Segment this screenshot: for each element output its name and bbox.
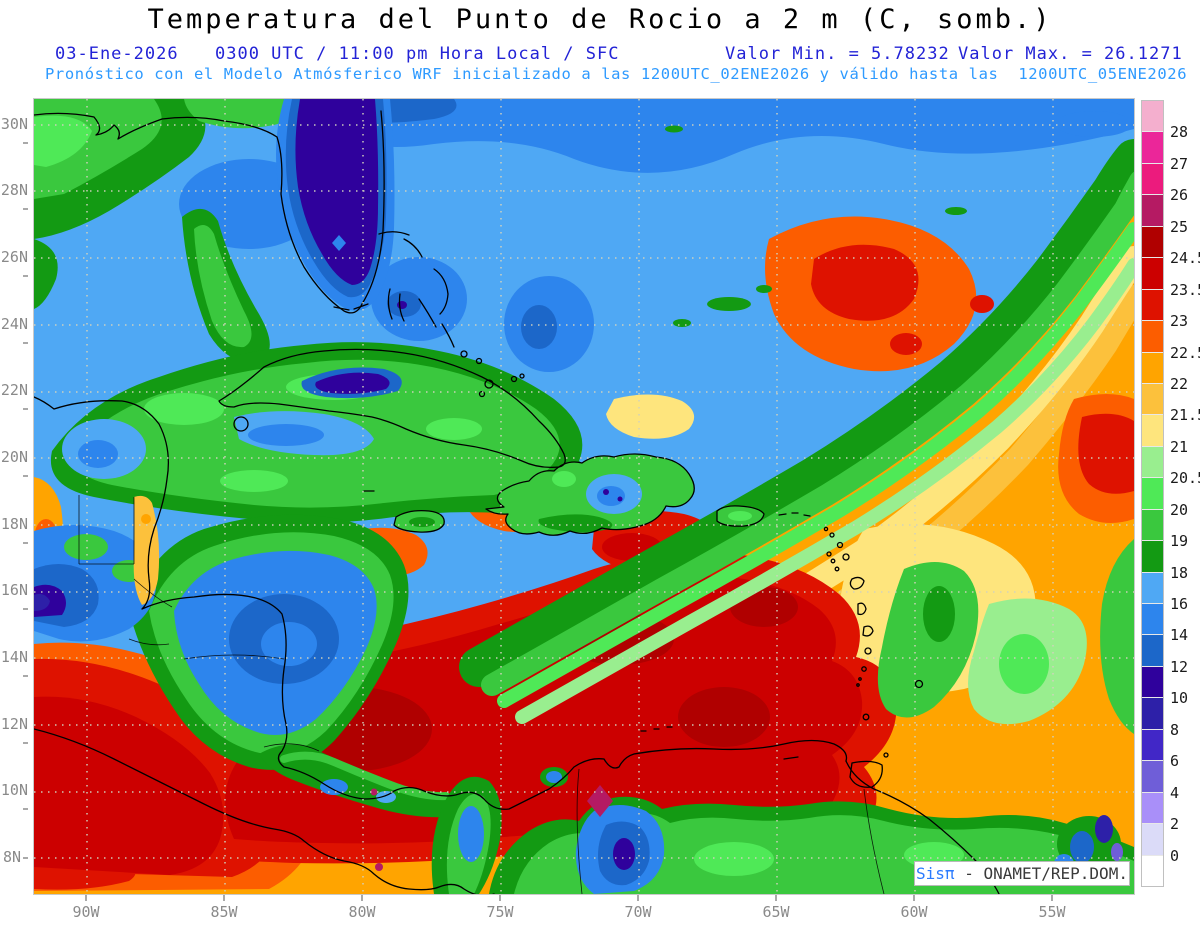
colorbar-cell: 14	[1142, 604, 1188, 644]
colorbar-tick-label: 21.5	[1170, 406, 1200, 425]
colorbar-tick-label: 4	[1170, 783, 1180, 802]
lat-label: 20N	[0, 448, 28, 484]
value-max-label: Valor Max. = 26.1271	[958, 44, 1183, 64]
colorbar-tick-label: 2	[1170, 815, 1180, 834]
lon-label: 85W	[202, 895, 246, 921]
colorbar-tick-label: 21	[1170, 437, 1189, 456]
colorbar-tick-label: 16	[1170, 595, 1189, 613]
colorbar-cell: 4	[1142, 761, 1179, 802]
colorbar-cell: 21	[1142, 415, 1188, 456]
lat-label: 18N	[0, 515, 28, 551]
map-canvas	[33, 98, 1135, 895]
colorbar-tick-label: 20	[1170, 500, 1189, 519]
lat-label: 22N	[0, 381, 28, 417]
lon-label: 60W	[892, 895, 936, 921]
colorbar-tick-label: 25	[1170, 217, 1189, 236]
lat-label: 28N	[0, 181, 28, 217]
lon-label: 55W	[1030, 895, 1074, 921]
value-min-label: Valor Min. = 5.78232	[725, 44, 950, 64]
lat-label: 14N	[0, 648, 28, 684]
colorbar-tick-label: 8	[1170, 720, 1180, 739]
forecast-run-info: 0300 UTC / 11:00 pm Hora Local / SFC	[215, 44, 620, 64]
colorbar-cell: 10	[1142, 666, 1188, 707]
colorbar-cell: 2	[1142, 792, 1179, 833]
lon-label: 65W	[754, 895, 798, 921]
colorbar-cell: 22	[1142, 352, 1188, 393]
lat-label: 8N	[0, 848, 28, 866]
colorbar-tick-label: 22	[1170, 374, 1189, 393]
attribution-org: - ONAMET/REP.DOM.	[954, 864, 1128, 883]
page-title: Temperatura del Punto de Rocio a 2 m (C,…	[147, 4, 1053, 35]
colorbar-tick-label: 0	[1170, 846, 1180, 865]
colorbar-cell: 24.5	[1142, 226, 1200, 267]
colorbar-cell: 0	[1142, 824, 1179, 865]
lat-label: 10N	[0, 781, 28, 817]
colorbar-cell: 20.5	[1142, 446, 1200, 487]
colorbar-cell: 21.5	[1142, 383, 1200, 424]
colorbar-cell: 16	[1142, 572, 1188, 613]
colorbar-tick-label: 20.5	[1170, 469, 1200, 488]
colorbar-cell: 22.5	[1142, 321, 1200, 362]
colorbar-tick-label: 23	[1170, 312, 1189, 331]
colorbar-cell: 19	[1142, 509, 1188, 550]
colorbar-tick-label: 14	[1170, 626, 1189, 645]
lat-label: 12N	[0, 715, 28, 751]
lat-label: 30N	[0, 115, 28, 151]
colorbar-tick-label: 24.5	[1170, 249, 1200, 268]
colorbar-tick-label: 12	[1170, 657, 1189, 676]
colorbar-tick-label: 6	[1170, 752, 1180, 771]
forecast-date: 03-Ene-2026	[55, 44, 179, 64]
colorbar-cell: 25	[1142, 195, 1188, 236]
colorbar-cell: 23	[1142, 289, 1188, 330]
colorbar-cell: 26	[1142, 163, 1188, 204]
colorbar-tick-label: 10	[1170, 689, 1189, 708]
lat-label: 24N	[0, 315, 28, 351]
lon-label: 80W	[340, 895, 384, 921]
colorbar-tick-label: 27	[1170, 154, 1189, 173]
colorbar-tick-label: 23.5	[1170, 280, 1200, 299]
lon-label: 70W	[616, 895, 660, 921]
forecast-model-line: Pronóstico con el Modelo Atmósferico WRF…	[45, 65, 1188, 83]
colorbar-cell	[1142, 855, 1163, 886]
colorbar-cell: 20	[1142, 478, 1188, 519]
colorbar-tick-label: 26	[1170, 186, 1189, 205]
colorbar-cell: 18	[1142, 541, 1188, 582]
colorbar-cell: 6	[1142, 729, 1179, 770]
attribution-box: Sisπ - ONAMET/REP.DOM.	[914, 861, 1130, 886]
lat-label: 26N	[0, 248, 28, 284]
colorbar-tick-label: 19	[1170, 532, 1189, 551]
colorbar-tick-label: 22.5	[1170, 343, 1200, 362]
colorbar-cell: 12	[1142, 635, 1188, 676]
lat-label: 16N	[0, 581, 28, 617]
lon-label: 90W	[64, 895, 108, 921]
colorbar-cell: 8	[1142, 698, 1179, 739]
colorbar-tick-label: 28	[1170, 123, 1189, 142]
colorbar-tick-label: 18	[1170, 563, 1189, 582]
temperature-colorbar: 28 27 26 25 24.5 23.5 23 22.5 22 21.5 21…	[1141, 100, 1200, 887]
colorbar-cell: 27	[1142, 132, 1188, 173]
dewpoint-contour-map	[34, 99, 1134, 894]
colorbar-cell: 23.5	[1142, 258, 1200, 299]
attribution-brand: Sisπ	[916, 864, 955, 883]
colorbar-cell: 28	[1142, 101, 1188, 141]
lon-label: 75W	[478, 895, 522, 921]
